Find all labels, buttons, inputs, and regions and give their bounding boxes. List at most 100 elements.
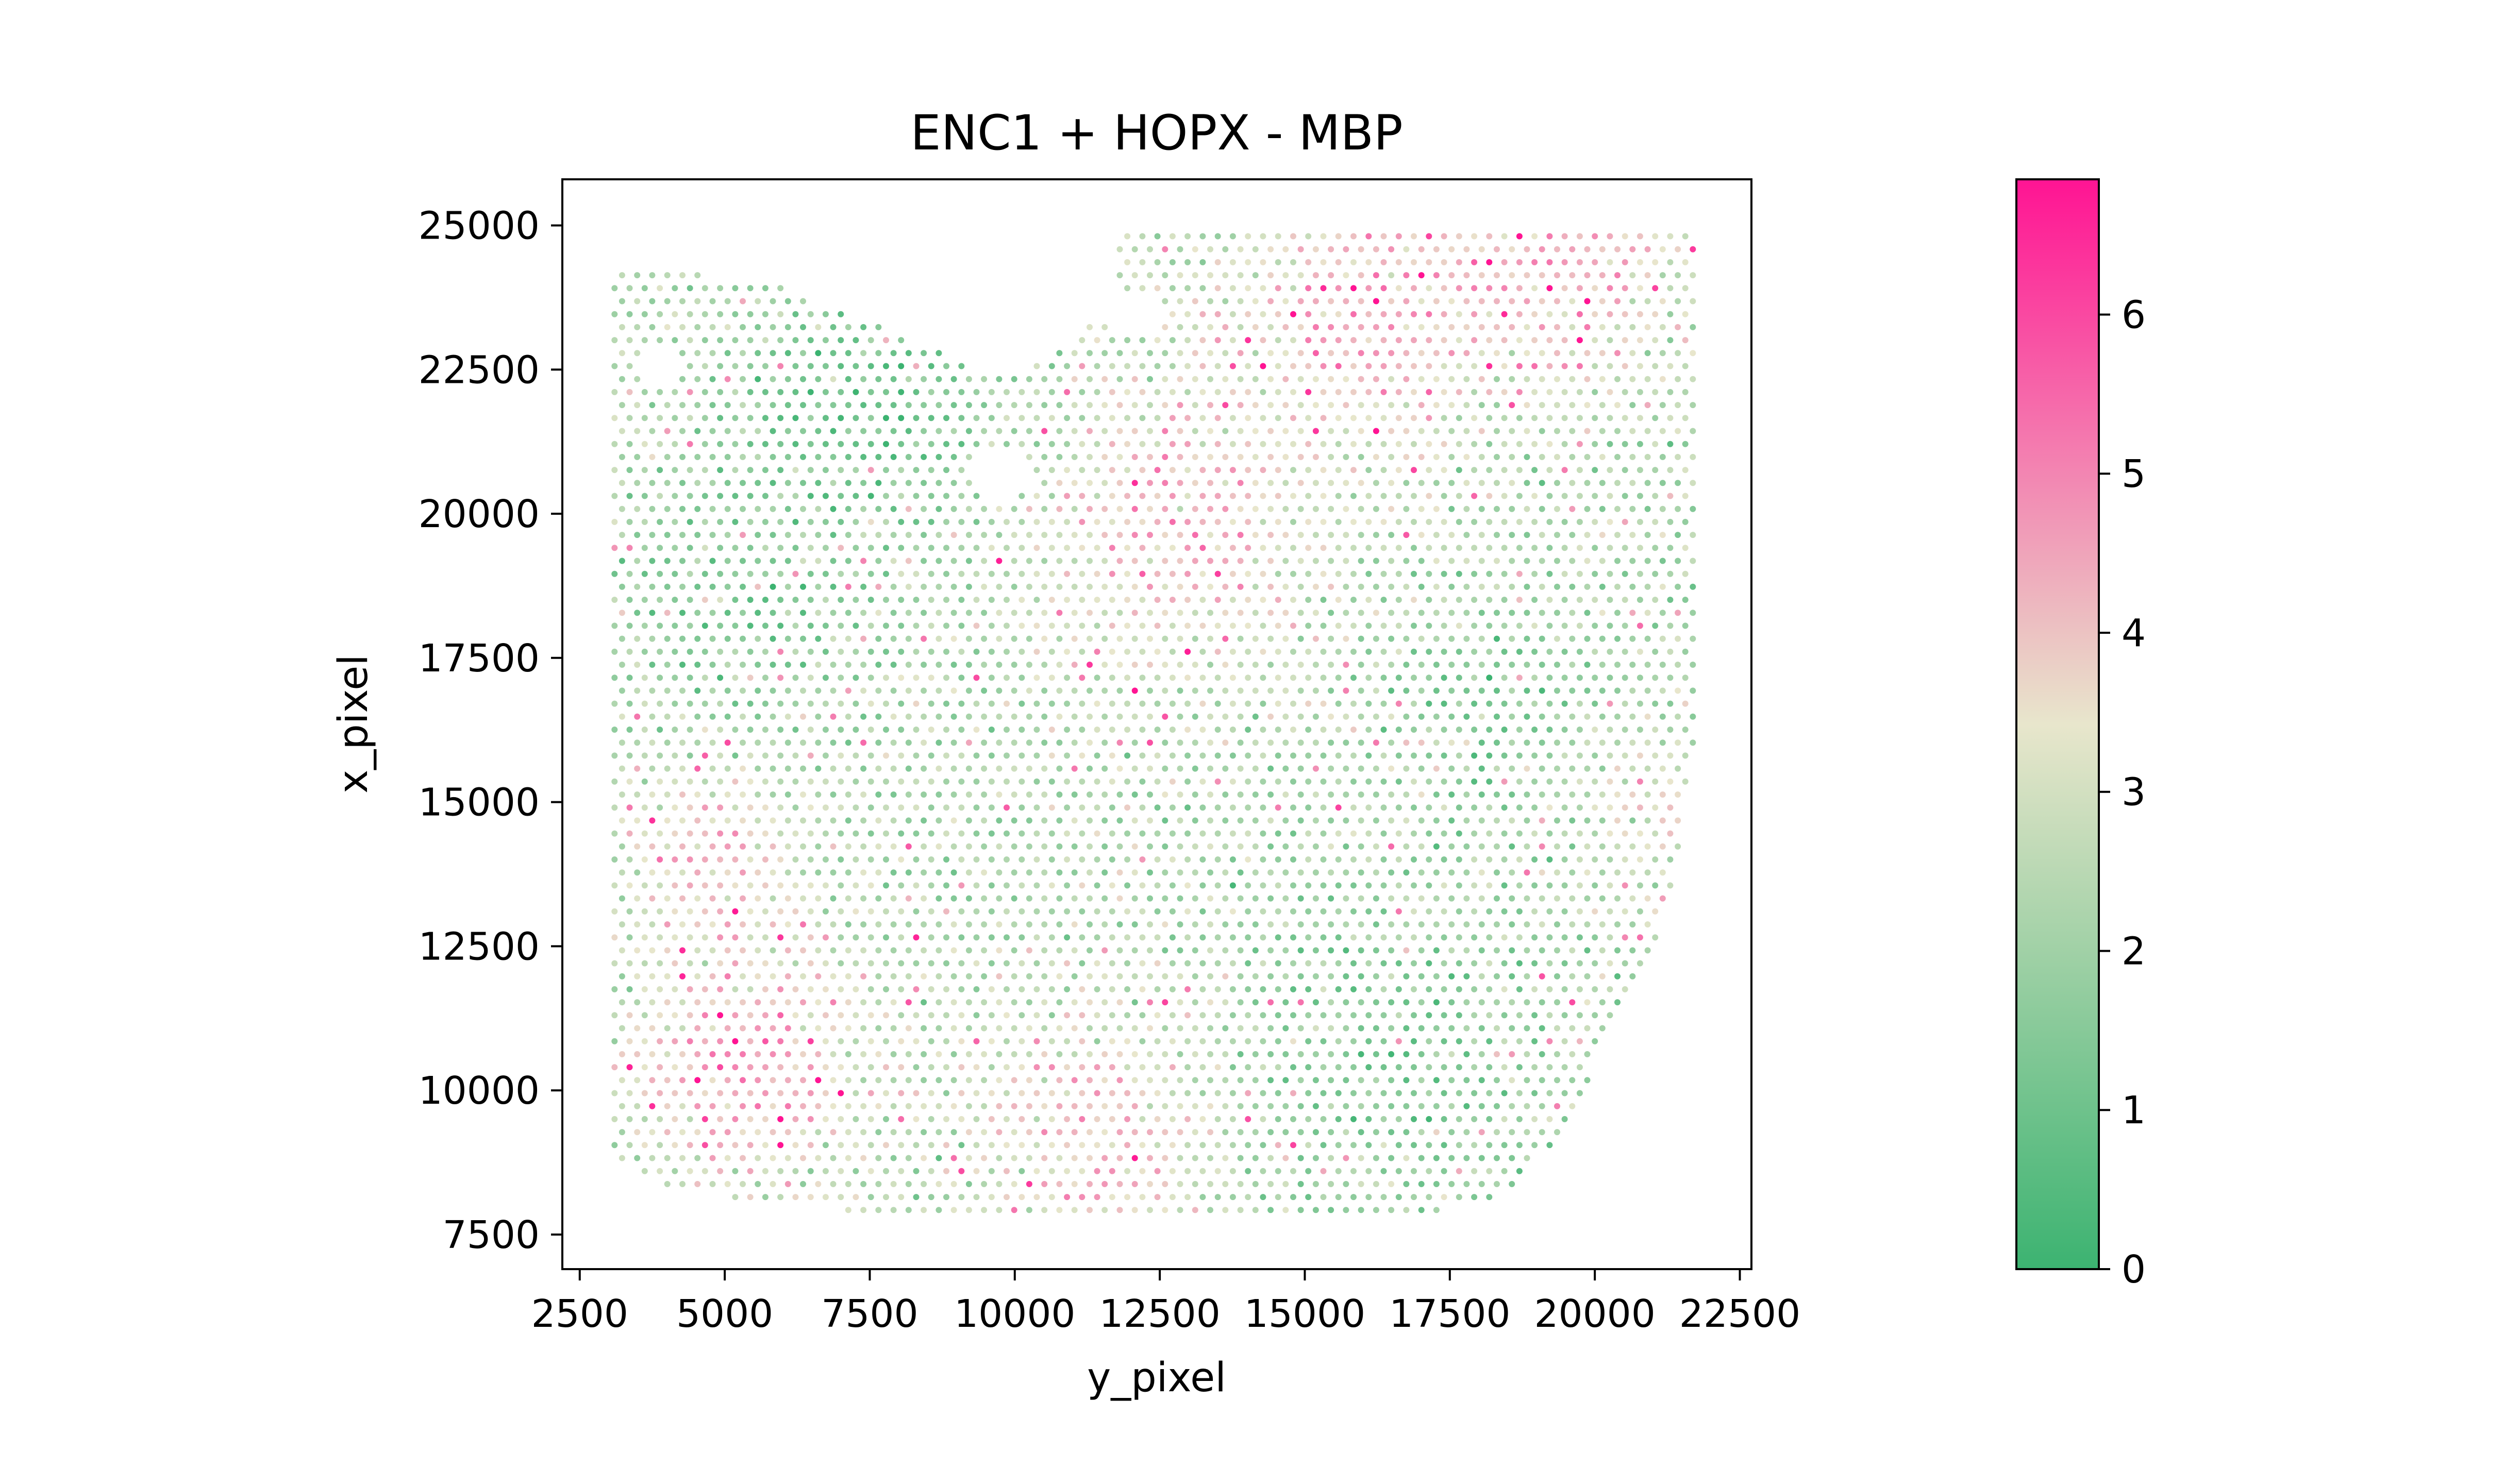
scatter-point	[1576, 908, 1583, 915]
scatter-point	[1531, 934, 1538, 941]
scatter-point	[1418, 687, 1425, 694]
scatter-point	[1011, 791, 1017, 798]
scatter-point	[1275, 1116, 1281, 1122]
scatter-point	[1690, 610, 1696, 616]
scatter-point	[1509, 376, 1515, 382]
scatter-point	[1169, 1168, 1176, 1174]
scatter-point	[784, 999, 791, 1006]
scatter-point	[853, 908, 859, 915]
scatter-point	[1576, 415, 1583, 421]
scatter-point	[732, 1038, 739, 1044]
scatter-point	[898, 1038, 905, 1044]
scatter-point	[724, 817, 731, 824]
scatter-point	[1636, 674, 1643, 681]
scatter-point	[867, 597, 874, 603]
scatter-point	[1576, 856, 1583, 863]
scatter-point	[717, 856, 724, 863]
scatter-point	[1214, 674, 1221, 681]
scatter-point	[1290, 1194, 1296, 1201]
scatter-point	[1275, 1064, 1281, 1071]
scatter-point	[1486, 415, 1493, 421]
scatter-point	[1365, 1168, 1372, 1174]
scatter-point	[1471, 363, 1478, 369]
scatter-point	[1147, 1181, 1153, 1187]
scatter-point	[709, 1025, 716, 1032]
scatter-point	[1456, 700, 1462, 707]
scatter-point	[1312, 635, 1319, 642]
scatter-point	[1373, 739, 1379, 746]
scatter-point	[1320, 752, 1327, 759]
scatter-point	[1071, 713, 1078, 720]
scatter-point	[755, 895, 761, 902]
scatter-point	[784, 480, 791, 486]
scatter-point	[657, 570, 663, 577]
scatter-point	[1177, 558, 1183, 564]
scatter-point	[694, 635, 701, 642]
scatter-point	[755, 376, 761, 382]
scatter-point	[1441, 441, 1447, 447]
scatter-point	[800, 1051, 806, 1057]
scatter-point	[702, 908, 708, 915]
scatter-point	[973, 882, 980, 889]
scatter-point	[1154, 285, 1161, 292]
scatter-point	[1478, 1025, 1485, 1032]
scatter-point	[981, 973, 988, 980]
scatter-point	[883, 1116, 889, 1122]
scatter-point	[981, 428, 988, 434]
scatter-point	[1026, 817, 1032, 824]
scatter-point	[1320, 1194, 1327, 1201]
scatter-point	[1516, 1012, 1523, 1019]
scatter-point	[1411, 778, 1417, 785]
scatter-point	[1569, 687, 1576, 694]
scatter-point	[1418, 713, 1425, 720]
scatter-point	[1109, 597, 1115, 603]
scatter-point	[1312, 350, 1319, 357]
scatter-point	[1116, 662, 1123, 668]
scatter-point	[965, 1077, 972, 1084]
scatter-point	[1690, 402, 1696, 409]
scatter-point	[1033, 778, 1040, 785]
scatter-point	[815, 739, 822, 746]
scatter-point	[1373, 973, 1379, 980]
scatter-point	[762, 674, 769, 681]
scatter-point	[1607, 934, 1613, 941]
scatter-point	[1087, 1077, 1093, 1084]
scatter-point	[1667, 727, 1674, 733]
scatter-point	[1282, 895, 1289, 902]
scatter-point	[1056, 1103, 1063, 1109]
scatter-point	[1184, 778, 1191, 785]
scatter-point	[1380, 778, 1387, 785]
scatter-point	[1245, 622, 1251, 629]
scatter-point	[777, 804, 784, 811]
scatter-point	[1531, 674, 1538, 681]
scatter-point	[815, 1155, 822, 1161]
scatter-point	[1297, 662, 1304, 668]
scatter-point	[1033, 908, 1040, 915]
scatter-point	[687, 1064, 693, 1071]
scatter-point	[1101, 713, 1108, 720]
scatter-point	[1388, 532, 1395, 538]
scatter-point	[1267, 272, 1274, 279]
scatter-point	[1546, 311, 1553, 317]
scatter-point	[702, 597, 708, 603]
scatter-point	[1139, 1168, 1146, 1174]
scatter-point	[1501, 493, 1508, 499]
scatter-point	[1584, 947, 1591, 954]
scatter-point	[1636, 700, 1643, 707]
scatter-point	[1056, 999, 1063, 1006]
scatter-point	[1380, 337, 1387, 344]
scatter-point	[1373, 635, 1379, 642]
scatter-point	[838, 1142, 844, 1149]
scatter-point	[1509, 635, 1515, 642]
scatter-point	[883, 622, 889, 629]
scatter-point	[1486, 700, 1493, 707]
scatter-point	[770, 324, 776, 330]
scatter-point	[1561, 908, 1568, 915]
scatter-point	[1184, 389, 1191, 395]
scatter-point	[1531, 363, 1538, 369]
scatter-point	[1478, 480, 1485, 486]
scatter-point	[867, 1090, 874, 1097]
scatter-point	[755, 558, 761, 564]
scatter-point	[1441, 882, 1447, 889]
scatter-point	[1471, 830, 1478, 837]
